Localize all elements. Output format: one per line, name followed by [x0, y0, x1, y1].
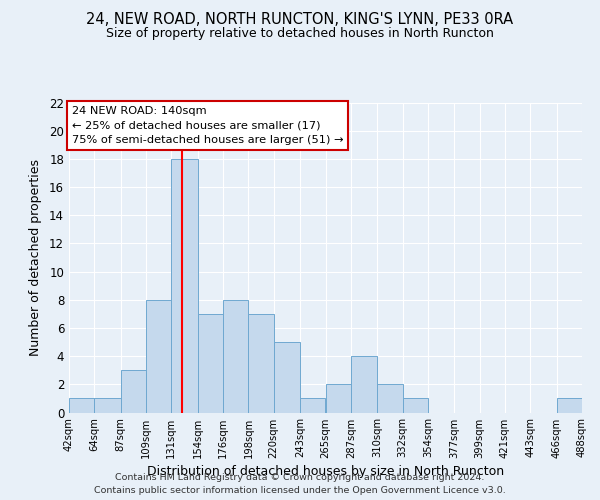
Text: 24 NEW ROAD: 140sqm
← 25% of detached houses are smaller (17)
75% of semi-detach: 24 NEW ROAD: 140sqm ← 25% of detached ho… — [71, 106, 343, 145]
Bar — [69, 398, 94, 412]
Bar — [377, 384, 403, 412]
Bar — [198, 314, 223, 412]
Text: 24, NEW ROAD, NORTH RUNCTON, KING'S LYNN, PE33 0RA: 24, NEW ROAD, NORTH RUNCTON, KING'S LYNN… — [86, 12, 514, 28]
Text: Contains HM Land Registry data © Crown copyright and database right 2024.: Contains HM Land Registry data © Crown c… — [115, 472, 485, 482]
Bar — [94, 398, 121, 412]
Bar — [223, 300, 248, 412]
Bar — [300, 398, 325, 412]
Bar — [248, 314, 274, 412]
Bar — [403, 398, 428, 412]
Bar — [121, 370, 146, 412]
Bar — [146, 300, 172, 412]
Bar — [172, 159, 198, 412]
X-axis label: Distribution of detached houses by size in North Runcton: Distribution of detached houses by size … — [147, 464, 504, 477]
Y-axis label: Number of detached properties: Number of detached properties — [29, 159, 42, 356]
Bar — [557, 398, 582, 412]
Bar — [274, 342, 300, 412]
Text: Contains public sector information licensed under the Open Government Licence v3: Contains public sector information licen… — [94, 486, 506, 495]
Bar — [325, 384, 351, 412]
Text: Size of property relative to detached houses in North Runcton: Size of property relative to detached ho… — [106, 28, 494, 40]
Bar — [351, 356, 377, 412]
